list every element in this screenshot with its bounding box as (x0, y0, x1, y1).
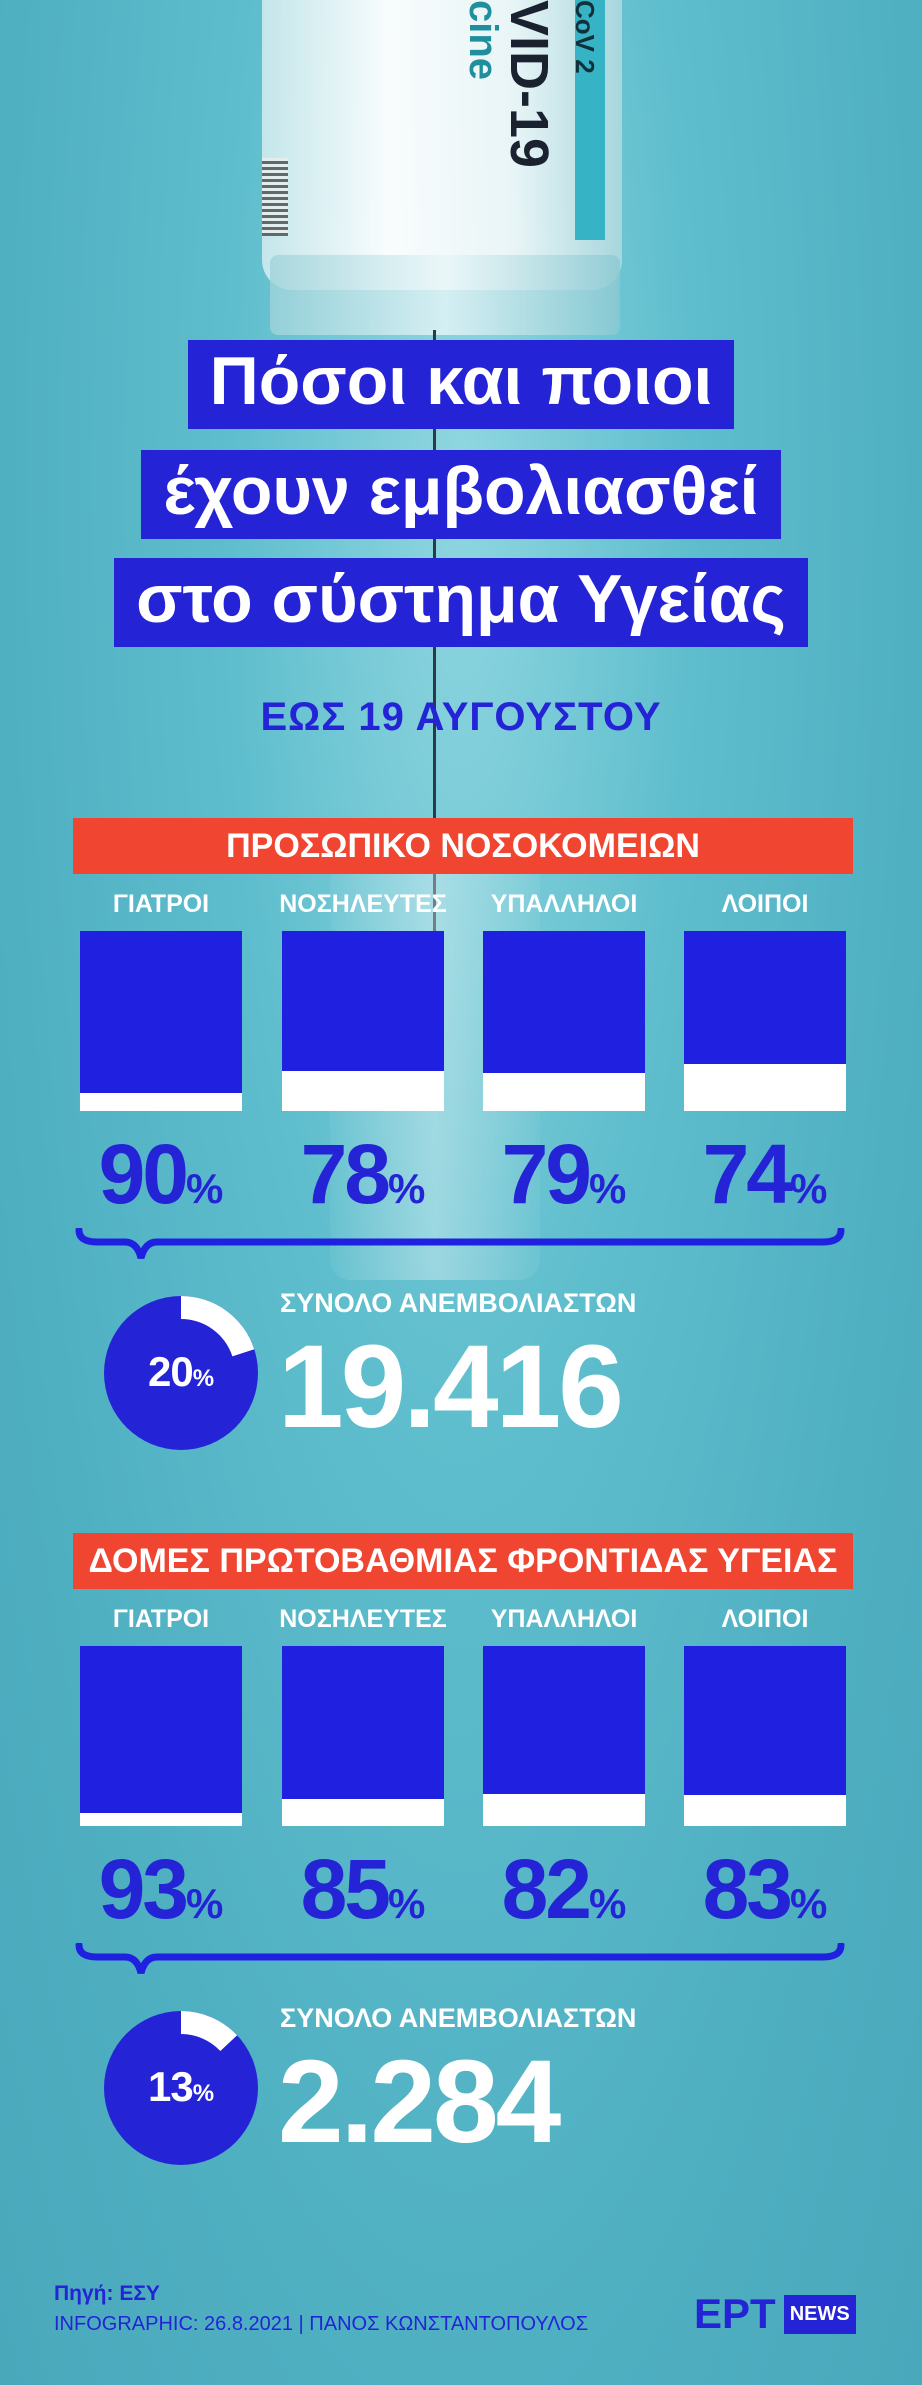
title-text-2: έχουν εμβολιασθεί (141, 450, 781, 539)
donut-percent-unit: % (192, 2080, 215, 2107)
data-label-value: 83 (702, 1842, 793, 1936)
data-label-unit: % (388, 1880, 426, 1927)
title-line-1: Πόσοι και ποιοι (0, 340, 922, 429)
total-unvaccinated-value: 19.416 (278, 1321, 624, 1453)
ert-news-logo: ΕΡΤ NEWS (694, 2290, 856, 2338)
bar (282, 1646, 444, 1799)
bar-container (80, 1646, 242, 1826)
vial-label-stripe: CoV 2 (570, 0, 600, 74)
page-subtitle: ΕΩΣ 19 ΑΥΓΟΥΣΤΟΥ (260, 695, 662, 739)
donut-percent-value: 13 (147, 2063, 194, 2110)
title-text-3: στο σύστημα Υγείας (114, 558, 808, 647)
data-label-value: 93 (98, 1842, 189, 1936)
bar (684, 931, 846, 1064)
category-label: ΛΟΙΠΟΙ (721, 890, 809, 918)
unvaccinated-donut (104, 1296, 258, 1450)
bar-container (483, 1646, 645, 1826)
bar (483, 931, 645, 1073)
category-label: ΓΙΑΤΡΟΙ (112, 1605, 210, 1633)
category-label: ΥΠΑΛΛΗΛΟΙ (490, 890, 638, 918)
data-label-unit: % (186, 1165, 224, 1212)
logo-ert-text: ΕΡΤ (694, 2290, 776, 2337)
category-label: ΥΠΑΛΛΗΛΟΙ (490, 1605, 638, 1633)
data-label: 83% (665, 1847, 865, 1931)
data-label-value: 79 (501, 1127, 592, 1221)
vaccine-vial (262, 0, 622, 290)
bar-container (684, 1646, 846, 1826)
source-note: Πηγή: ΕΣΥ (54, 2282, 160, 2305)
total-unvaccinated-label: ΣΥΝΟΛΟ ΑΝΕΜΒΟΛΙΑΣΤΩΝ (280, 2003, 637, 2033)
data-label-unit: % (790, 1880, 828, 1927)
data-label-value: 82 (501, 1842, 592, 1936)
bar (483, 1646, 645, 1794)
data-label-value: 74 (702, 1127, 793, 1221)
bar-container (282, 1646, 444, 1826)
data-label-unit: % (589, 1165, 627, 1212)
data-label: 78% (263, 1132, 463, 1216)
brace-divider (75, 1228, 845, 1259)
vial-label-main: VID-19 (499, 0, 559, 169)
data-label: 79% (464, 1132, 664, 1216)
total-unvaccinated-label: ΣΥΝΟΛΟ ΑΝΕΜΒΟΛΙΑΣΤΩΝ (280, 1288, 637, 1318)
title-text-1: Πόσοι και ποιοι (187, 340, 735, 429)
section-header: ΔΟΜΕΣ ΠΡΩΤΟΒΑΘΜΙΑΣ ΦΡΟΝΤΙΔΑΣ ΥΓΕΙΑΣ (73, 1533, 853, 1589)
bar-container (80, 931, 242, 1111)
total-unvaccinated-value: 2.284 (278, 2036, 561, 2168)
data-label: 74% (665, 1132, 865, 1216)
logo-news-badge: NEWS (783, 2294, 856, 2334)
bar (282, 931, 444, 1071)
donut-percent-label: 20% (104, 1348, 258, 1396)
qr-code-icon (262, 158, 288, 236)
data-label: 85% (263, 1847, 463, 1931)
donut-slice-unvaccinated (181, 1296, 255, 1357)
donut-percent-value: 20 (147, 1348, 194, 1395)
data-label: 93% (61, 1847, 261, 1931)
category-label: ΝΟΣΗΛΕΥΤΕΣ (279, 1605, 447, 1633)
donut-percent-unit: % (192, 1365, 215, 1392)
category-label: ΝΟΣΗΛΕΥΤΕΣ (279, 890, 447, 918)
infographic-credit: INFOGRAPHIC: 26.8.2021 | ΠΑΝΟΣ ΚΩΝΣΤΑΝΤΟ… (54, 2313, 589, 2335)
bar-container (684, 931, 846, 1111)
category-label: ΓΙΑΤΡΟΙ (112, 890, 210, 918)
title-line-3: στο σύστημα Υγείας (0, 558, 922, 647)
data-label-unit: % (186, 1880, 224, 1927)
donut-percent-label: 13% (104, 2063, 258, 2111)
bar-container (483, 931, 645, 1111)
donut-slice-unvaccinated (181, 2011, 238, 2052)
bar (80, 1646, 242, 1813)
data-label: 90% (61, 1132, 261, 1216)
vial-stripe (575, 0, 605, 240)
bar (684, 1646, 846, 1795)
category-label: ΛΟΙΠΟΙ (721, 1605, 809, 1633)
data-label-unit: % (388, 1165, 426, 1212)
data-label-unit: % (790, 1165, 828, 1212)
data-label-value: 78 (300, 1127, 391, 1221)
data-label-value: 85 (300, 1842, 391, 1936)
data-label: 82% (464, 1847, 664, 1931)
section-header: ΠΡΟΣΩΠΙΚΟ ΝΟΣΟΚΟΜΕΙΩΝ (73, 818, 853, 874)
vial-label-sub: cine (461, 0, 505, 81)
data-label-unit: % (589, 1880, 627, 1927)
title-line-2: έχουν εμβολιασθεί (0, 450, 922, 539)
data-label-value: 90 (98, 1127, 189, 1221)
bar (80, 931, 242, 1093)
bar-container (282, 931, 444, 1111)
brace-divider (75, 1943, 845, 1974)
unvaccinated-donut (104, 2011, 258, 2165)
vial-cap (270, 255, 620, 335)
